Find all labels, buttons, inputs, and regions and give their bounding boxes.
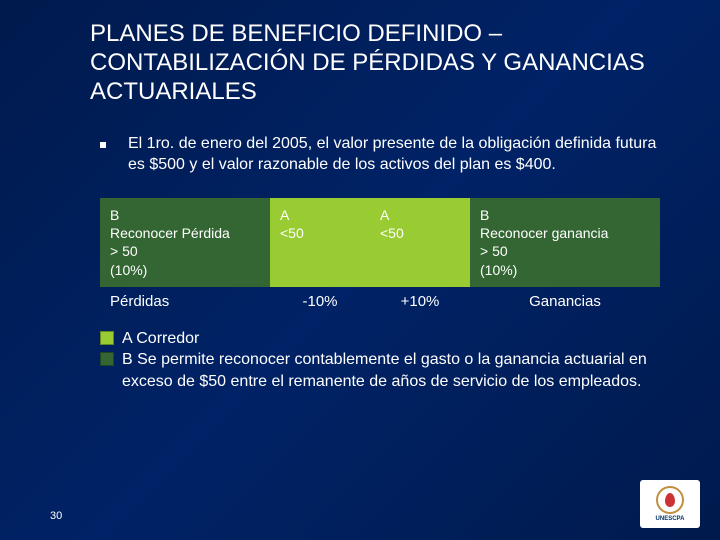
logo: UNESCPA <box>640 480 700 528</box>
axis-neg: -10% <box>270 293 370 310</box>
axis-pos: +10% <box>370 293 470 310</box>
corridor-b-left: B Reconocer Pérdida > 50 (10%) <box>100 198 270 287</box>
axis-gains: Ganancias <box>470 293 660 310</box>
bullet-item: El 1ro. de enero del 2005, el valor pres… <box>90 134 670 176</box>
legend-swatch-b <box>100 352 114 366</box>
axis-losses: Pérdidas <box>100 293 270 310</box>
logo-flame-icon <box>665 493 675 507</box>
legend-row-a: A Corredor <box>100 328 670 350</box>
legend: A Corredor B Se permite reconocer contab… <box>100 328 670 393</box>
page-number: 30 <box>50 510 62 522</box>
legend-swatch-a <box>100 331 114 345</box>
axis-labels: Pérdidas -10% +10% Ganancias <box>100 293 670 310</box>
corridor-b-right: B Reconocer ganancia > 50 (10%) <box>470 198 660 287</box>
corridor-pct: (10%) <box>110 261 260 279</box>
bullet-marker <box>100 142 106 148</box>
corridor-text: <50 <box>380 224 460 242</box>
corridor-a-right: A <50 <box>370 198 470 287</box>
legend-text-a: A Corredor <box>122 328 199 350</box>
corridor-label: B <box>110 206 260 224</box>
logo-circle-icon <box>656 486 684 514</box>
corridor-diagram: B Reconocer Pérdida > 50 (10%) A <50 A <… <box>100 198 670 287</box>
bullet-text: El 1ro. de enero del 2005, el valor pres… <box>128 134 670 176</box>
corridor-text: Reconocer ganancia <box>480 224 650 242</box>
slide-title: PLANES DE BENEFICIO DEFINIDO – CONTABILI… <box>90 20 670 106</box>
corridor-pct: (10%) <box>480 261 650 279</box>
corridor-a-left: A <50 <box>270 198 370 287</box>
logo-text: UNESCPA <box>656 516 685 522</box>
corridor-label: A <box>280 206 360 224</box>
legend-text-b: B Se permite reconocer contablemente el … <box>122 349 670 392</box>
corridor-label: B <box>480 206 650 224</box>
corridor-label: A <box>380 206 460 224</box>
corridor-text: <50 <box>280 224 360 242</box>
corridor-threshold: > 50 <box>110 242 260 260</box>
corridor-threshold: > 50 <box>480 242 650 260</box>
corridor-text: Reconocer Pérdida <box>110 224 260 242</box>
legend-row-b: B Se permite reconocer contablemente el … <box>100 349 670 392</box>
